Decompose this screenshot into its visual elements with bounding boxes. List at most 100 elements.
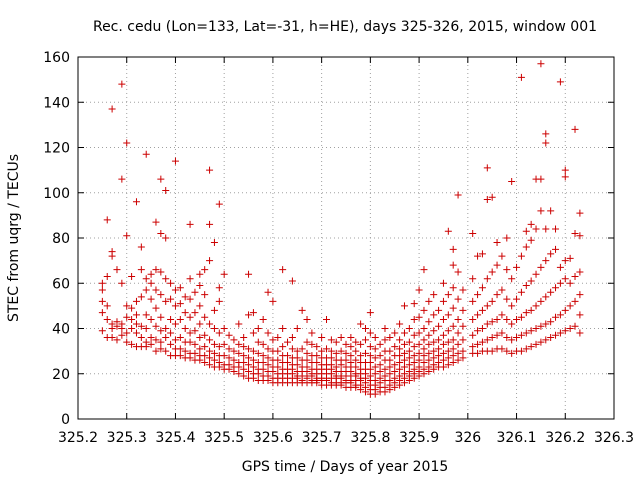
- data-point: [478, 306, 486, 314]
- data-point: [118, 175, 126, 183]
- data-point: [352, 347, 360, 355]
- data-point: [474, 291, 482, 299]
- data-point: [264, 361, 272, 369]
- data-point: [201, 343, 209, 351]
- data-point: [371, 345, 379, 353]
- data-point: [396, 320, 404, 328]
- data-point: [171, 302, 179, 310]
- data-point: [405, 354, 413, 362]
- data-point: [157, 338, 165, 346]
- data-point: [488, 334, 496, 342]
- data-point: [303, 349, 311, 357]
- data-point: [498, 345, 506, 353]
- data-point: [191, 288, 199, 296]
- data-point: [118, 320, 126, 328]
- data-point: [542, 225, 550, 233]
- data-point: [108, 320, 116, 328]
- data-point: [249, 329, 257, 337]
- data-point: [240, 334, 248, 342]
- data-point: [376, 374, 384, 382]
- data-point: [571, 125, 579, 133]
- data-point: [206, 336, 214, 344]
- data-point: [561, 257, 569, 265]
- data-point: [176, 300, 184, 308]
- data-point: [425, 356, 433, 364]
- data-point: [210, 340, 218, 348]
- data-point: [366, 358, 374, 366]
- data-point: [132, 198, 140, 206]
- data-point: [123, 139, 131, 147]
- y-tick-label: 60: [52, 276, 70, 292]
- y-tick-label: 40: [52, 322, 70, 338]
- data-point: [332, 338, 340, 346]
- data-point: [269, 297, 277, 305]
- data-point: [508, 302, 516, 310]
- data-point: [469, 343, 477, 351]
- data-point: [430, 327, 438, 335]
- data-point: [357, 320, 365, 328]
- data-point: [98, 286, 106, 294]
- data-point: [201, 266, 209, 274]
- data-point: [478, 284, 486, 292]
- x-tick-labels: 325.2 325.3 325.4 325.5 325.6 325.7 325.8 325.9…: [58, 430, 634, 446]
- data-point: [396, 345, 404, 353]
- data-point: [176, 284, 184, 292]
- data-point: [123, 338, 131, 346]
- data-point: [449, 345, 457, 353]
- data-point: [439, 297, 447, 305]
- data-point: [527, 343, 535, 351]
- data-point: [162, 325, 170, 332]
- data-point: [405, 347, 413, 355]
- data-point: [566, 254, 574, 262]
- data-point: [410, 358, 418, 366]
- data-point: [254, 338, 262, 346]
- data-point: [128, 315, 136, 323]
- data-point: [274, 363, 282, 371]
- data-point: [381, 325, 389, 332]
- data-point: [245, 354, 253, 362]
- data-point: [274, 356, 282, 364]
- data-point: [210, 325, 218, 332]
- data-point: [508, 336, 516, 344]
- data-point: [454, 315, 462, 323]
- data-point: [386, 356, 394, 364]
- data-point: [474, 327, 482, 335]
- data-point: [469, 315, 477, 323]
- data-point: [449, 284, 457, 292]
- data-point: [118, 279, 126, 287]
- data-point: [517, 331, 525, 339]
- data-point: [323, 315, 331, 323]
- data-point: [439, 331, 447, 339]
- data-point: [483, 196, 491, 204]
- data-point: [386, 347, 394, 355]
- data-point: [532, 340, 540, 348]
- data-point: [225, 354, 233, 362]
- data-point: [522, 329, 530, 337]
- data-point: [400, 329, 408, 337]
- data-point: [454, 268, 462, 276]
- data-point: [327, 336, 335, 344]
- data-point: [503, 266, 511, 274]
- data-point: [98, 309, 106, 317]
- data-point: [103, 272, 111, 280]
- data-point: [98, 297, 106, 305]
- data-point: [147, 334, 155, 342]
- data-point: [488, 347, 496, 355]
- x-tick-label: 325.5: [204, 430, 244, 446]
- data-point: [337, 334, 345, 342]
- data-point: [566, 302, 574, 310]
- data-point: [547, 250, 555, 258]
- data-point: [469, 229, 477, 237]
- data-point: [288, 334, 296, 342]
- data-point: [425, 340, 433, 348]
- data-point: [474, 349, 482, 357]
- data-point: [386, 363, 394, 371]
- data-point: [556, 263, 564, 271]
- data-point: [157, 327, 165, 335]
- data-point: [293, 354, 301, 362]
- data-point: [425, 363, 433, 371]
- data-point: [176, 352, 184, 360]
- data-point: [454, 356, 462, 364]
- data-point: [542, 130, 550, 138]
- data-point: [435, 345, 443, 353]
